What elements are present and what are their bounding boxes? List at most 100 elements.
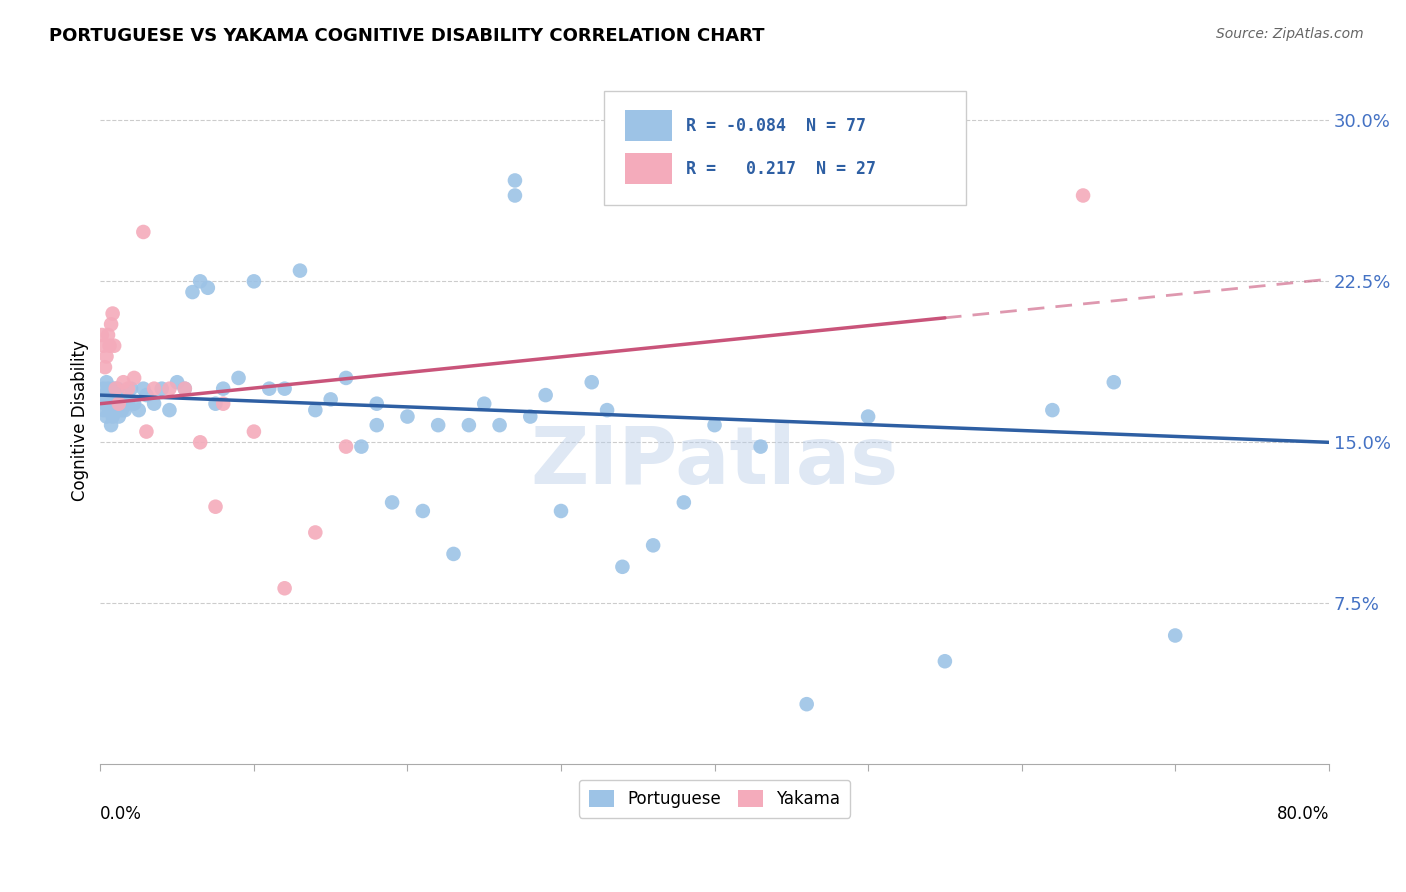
Point [1102, 375, 1125, 389]
Point [97, 397, 120, 411]
Point [101, 306, 124, 320]
Point [181, 285, 204, 299]
Point [94, 397, 117, 411]
Point [122, 397, 145, 411]
Point [1071, 188, 1094, 202]
Point [519, 409, 541, 424]
Point [93, 339, 115, 353]
Bar [624, 110, 672, 141]
Y-axis label: Cognitive Disability: Cognitive Disability [72, 341, 89, 501]
Text: ZIPatlas: ZIPatlas [530, 423, 898, 501]
Point [96, 350, 118, 364]
Point [101, 392, 124, 407]
Point [98, 392, 121, 407]
Point [117, 397, 139, 411]
Point [135, 425, 157, 439]
Point [243, 425, 266, 439]
Point [166, 375, 188, 389]
Text: R =   0.217  N = 27: R = 0.217 N = 27 [686, 160, 876, 178]
Point [107, 397, 129, 411]
Point [304, 403, 326, 417]
Point [381, 495, 404, 509]
Point [98, 403, 121, 417]
Point [111, 403, 134, 417]
Point [173, 382, 195, 396]
Point [90, 328, 112, 343]
Point [96, 375, 118, 389]
Point [197, 281, 219, 295]
Point [212, 382, 235, 396]
Point [93, 382, 115, 396]
Point [457, 418, 479, 433]
Point [159, 403, 181, 417]
Point [107, 409, 129, 424]
Point [672, 495, 695, 509]
Point [228, 371, 250, 385]
Point [103, 382, 125, 396]
Point [159, 382, 181, 396]
Point [612, 559, 634, 574]
Point [94, 388, 117, 402]
Point [1164, 628, 1187, 642]
Point [503, 173, 526, 187]
Point [104, 388, 127, 402]
Point [105, 382, 128, 396]
Point [550, 504, 572, 518]
Point [132, 225, 155, 239]
Point [350, 440, 373, 454]
Point [97, 328, 120, 343]
Point [596, 403, 619, 417]
Point [101, 409, 124, 424]
Point [412, 504, 434, 518]
Point [443, 547, 465, 561]
Point [366, 418, 388, 433]
Legend: Portuguese, Yakama: Portuguese, Yakama [579, 780, 851, 818]
Point [96, 409, 118, 424]
Text: R = -0.084  N = 77: R = -0.084 N = 77 [686, 117, 866, 135]
Point [122, 371, 145, 385]
Point [143, 397, 166, 411]
Point [796, 697, 818, 711]
Point [934, 654, 956, 668]
Point [112, 375, 135, 389]
Point [90, 392, 112, 407]
Point [856, 409, 879, 424]
Point [150, 382, 173, 396]
Point [114, 403, 136, 417]
Point [396, 409, 419, 424]
Point [188, 274, 211, 288]
Point [319, 392, 342, 407]
Point [204, 500, 226, 514]
Point [103, 339, 125, 353]
Point [97, 382, 120, 396]
Point [100, 318, 122, 332]
Point [288, 263, 311, 277]
Bar [624, 153, 672, 184]
Text: 80.0%: 80.0% [1277, 805, 1329, 823]
Point [94, 360, 117, 375]
Point [534, 388, 557, 402]
Point [335, 440, 357, 454]
Point [581, 375, 603, 389]
Point [132, 382, 155, 396]
Point [427, 418, 450, 433]
Text: PORTUGUESE VS YAKAMA COGNITIVE DISABILITY CORRELATION CHART: PORTUGUESE VS YAKAMA COGNITIVE DISABILIT… [49, 27, 765, 45]
Point [93, 403, 115, 417]
Point [366, 397, 388, 411]
Point [703, 418, 725, 433]
Point [273, 581, 295, 595]
Point [472, 397, 495, 411]
Point [243, 274, 266, 288]
Point [488, 418, 510, 433]
Point [143, 382, 166, 396]
Text: Source: ZipAtlas.com: Source: ZipAtlas.com [1216, 27, 1364, 41]
Point [104, 397, 127, 411]
FancyBboxPatch shape [605, 91, 966, 204]
Point [128, 403, 150, 417]
Point [100, 418, 122, 433]
Point [273, 382, 295, 396]
Point [304, 525, 326, 540]
Point [120, 382, 142, 396]
Point [1040, 403, 1063, 417]
Point [173, 382, 195, 396]
